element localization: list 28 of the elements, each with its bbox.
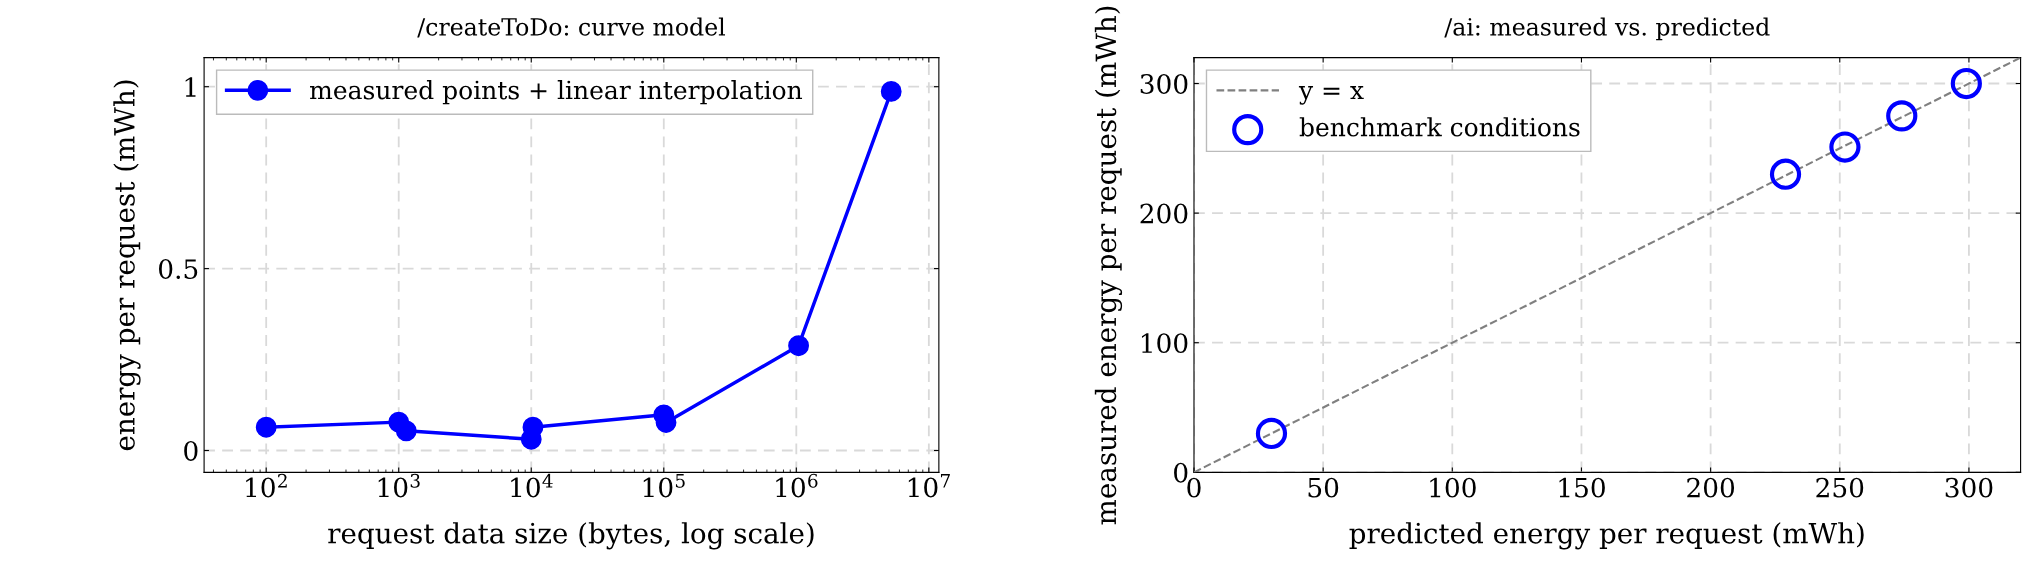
- y-axis-title: energy per request (mWh): [113, 80, 141, 451]
- x-tick-label: 150: [1559, 477, 1605, 498]
- x-tick-label: 250: [1816, 477, 1864, 498]
- x-tick-label: 0: [1187, 477, 1201, 498]
- x-tick-label: 10$^{2}$: [246, 473, 287, 498]
- x-tick-label: 300: [1945, 477, 1993, 498]
- y-tick-label: 300: [1140, 73, 1188, 94]
- y-tick-label: 200: [1140, 203, 1188, 224]
- chart-title: /ai: measured vs. predicted: [1444, 17, 1770, 41]
- legend-label: measured points + linear interpolation: [310, 80, 803, 105]
- y-tick-label: 0: [184, 440, 198, 461]
- x-tick-label: 10$^{4}$: [511, 473, 553, 498]
- x-tick-label: 10$^{6}$: [776, 473, 818, 498]
- x-tick-label: 200: [1687, 477, 1735, 498]
- y-axis-title: measured energy per request (mWh): [1094, 6, 1123, 525]
- x-tick-label: 50: [1308, 477, 1339, 498]
- x-axis-title: request data size (bytes, log scale): [328, 522, 814, 550]
- x-tick-label: 100: [1430, 477, 1476, 498]
- legend-label: benchmark conditions: [1299, 117, 1580, 137]
- x-tick-label: 10$^{3}$: [378, 473, 420, 498]
- legend-label: y = x: [1298, 86, 1364, 105]
- x-tick-label: 10$^{5}$: [643, 474, 685, 498]
- x-tick-label: 10$^{7}$: [908, 474, 950, 498]
- chart-title: /createToDo: curve model: [417, 17, 726, 38]
- y-tick-label: 100: [1141, 333, 1188, 354]
- y-tick-label: 1: [185, 77, 196, 97]
- x-axis-title: predicted energy per request (mWh): [1349, 522, 1864, 550]
- y-tick-label: 0.5: [159, 259, 198, 279]
